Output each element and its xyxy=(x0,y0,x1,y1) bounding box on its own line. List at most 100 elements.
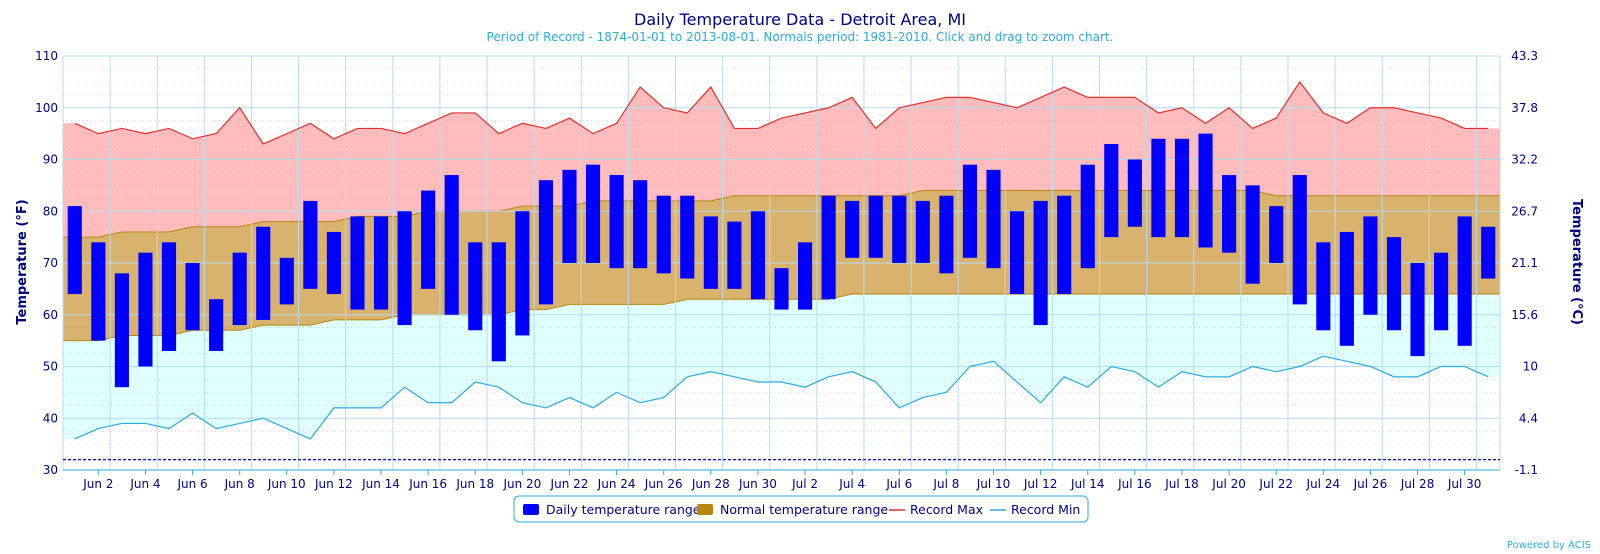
daily-range-bar[interactable] xyxy=(680,195,695,279)
daily-range-bar[interactable] xyxy=(1316,242,1331,331)
x-tick-label: Jul 12 xyxy=(1023,477,1058,491)
legend-item-daily-range[interactable]: Daily temperature range xyxy=(523,502,701,517)
daily-range-bar[interactable] xyxy=(421,190,436,289)
daily-range-bar[interactable] xyxy=(1481,226,1496,279)
daily-range-bar[interactable] xyxy=(232,252,247,326)
x-tick-label: Jun 24 xyxy=(597,477,636,491)
daily-range-bar[interactable] xyxy=(821,195,836,300)
daily-range-bar[interactable] xyxy=(750,211,766,300)
x-tick-label: Jun 28 xyxy=(691,477,730,491)
legend-item-record-max[interactable]: Record Max xyxy=(889,502,983,517)
daily-range-bar[interactable] xyxy=(892,195,907,263)
record-max-line[interactable] xyxy=(74,80,1489,145)
daily-range-bar[interactable] xyxy=(1457,216,1472,346)
daily-range-bar[interactable] xyxy=(633,180,648,269)
daily-range-bar[interactable] xyxy=(114,273,129,388)
y-tick-label-left: 30 xyxy=(43,463,58,477)
legend-record-max-label: Record Max xyxy=(910,502,983,517)
x-tick-label: Jun 16 xyxy=(408,477,447,491)
daily-range-bar[interactable] xyxy=(703,216,718,289)
x-tick-label: Jun 30 xyxy=(738,477,777,491)
chart-subtitle: Period of Record - 1874-01-01 to 2013-08… xyxy=(487,30,1114,44)
daily-range-bar[interactable] xyxy=(1198,133,1213,248)
daily-range-bar[interactable] xyxy=(1033,200,1048,326)
daily-range-bar[interactable] xyxy=(1269,206,1284,263)
x-tick-label: Jun 6 xyxy=(176,477,207,491)
daily-range-bar[interactable] xyxy=(727,221,742,289)
daily-range-bar[interactable] xyxy=(1104,143,1119,238)
daily-range-bar[interactable] xyxy=(91,242,106,341)
daily-range-bar[interactable] xyxy=(585,164,601,263)
y-tick-label-left: 100 xyxy=(35,101,58,115)
daily-range-bar[interactable] xyxy=(915,200,930,263)
daily-range-bar[interactable] xyxy=(962,164,978,258)
plot-area[interactable]: Jun 2 Jun 4 Jun 6 Jun 8 Jun 10 Jun 12 Jun 14 Ju… xyxy=(35,49,1538,491)
x-tick-label: Jun 18 xyxy=(455,477,494,491)
daily-range-bar[interactable] xyxy=(1339,231,1354,346)
daily-range-bar[interactable] xyxy=(303,200,318,289)
daily-range-bar[interactable] xyxy=(1057,195,1072,295)
y-tick-label-left: 80 xyxy=(43,204,58,218)
daily-range-bar[interactable] xyxy=(515,211,530,336)
daily-range-bar[interactable] xyxy=(468,242,483,331)
daily-range-bar[interactable] xyxy=(562,169,577,263)
daily-range-bar[interactable] xyxy=(209,299,224,351)
daily-range-bar[interactable] xyxy=(397,211,412,326)
chart-title: Daily Temperature Data - Detroit Area, M… xyxy=(634,10,966,29)
y-tick-label-left: 50 xyxy=(43,360,58,374)
y-axis-title-left: Temperature (°F) xyxy=(15,199,30,324)
daily-range-bar[interactable] xyxy=(1222,175,1237,253)
daily-range-bar[interactable] xyxy=(1151,138,1166,238)
daily-range-bar[interactable] xyxy=(656,195,671,274)
daily-range-bar[interactable] xyxy=(774,268,789,310)
daily-range-bar[interactable] xyxy=(350,216,365,310)
credit-link[interactable]: Powered by ACIS xyxy=(1507,540,1591,551)
daily-range-bar[interactable] xyxy=(185,263,200,331)
daily-range-bar[interactable] xyxy=(797,242,813,310)
daily-range-bar[interactable] xyxy=(373,216,389,310)
daily-range-bar[interactable] xyxy=(161,242,177,351)
daily-range-bar[interactable] xyxy=(939,195,954,274)
x-tick-label: Jul 20 xyxy=(1211,477,1246,491)
daily-range-bar[interactable] xyxy=(868,195,883,258)
daily-range-bar[interactable] xyxy=(279,257,294,305)
daily-range-bar[interactable] xyxy=(1434,252,1449,331)
daily-range-bar[interactable] xyxy=(326,231,341,295)
daily-range-bar[interactable] xyxy=(444,175,459,315)
x-tick-label: Jul 18 xyxy=(1164,477,1199,491)
daily-range-bar[interactable] xyxy=(1245,185,1260,284)
record-min-line[interactable] xyxy=(74,355,1489,440)
daily-range-bar[interactable] xyxy=(1080,164,1095,269)
daily-range-bar[interactable] xyxy=(67,206,82,295)
y-tick-label-right: 26.7 xyxy=(1511,204,1538,218)
legend-item-normal-range[interactable]: Normal temperature range xyxy=(697,502,888,517)
x-tick-label: Jun 22 xyxy=(550,477,589,491)
y-tick-label-right: 15.6 xyxy=(1511,308,1538,322)
x-tick-label: Jun 12 xyxy=(314,477,353,491)
y-tick-label-right: 10 xyxy=(1523,360,1538,374)
daily-range-bar[interactable] xyxy=(1010,211,1025,295)
legend: Daily temperature range Normal temperatu… xyxy=(513,495,1089,523)
legend-item-record-min[interactable]: Record Min xyxy=(990,502,1080,517)
daily-range-bar[interactable] xyxy=(1292,175,1307,305)
daily-range-bar[interactable] xyxy=(845,200,860,258)
daily-range-bar[interactable] xyxy=(491,242,506,362)
x-tick-label: Jun 10 xyxy=(267,477,306,491)
x-tick-label: Jul 28 xyxy=(1400,477,1435,491)
legend-daily-range-swatch xyxy=(523,504,539,515)
y-tick-label-left: 90 xyxy=(43,153,58,167)
y-tick-label-right: 21.1 xyxy=(1511,256,1538,270)
daily-range-bar[interactable] xyxy=(256,226,271,320)
daily-range-bar[interactable] xyxy=(1363,216,1378,315)
y-tick-label-left: 70 xyxy=(43,256,58,270)
daily-range-bar[interactable] xyxy=(1127,159,1142,227)
daily-range-bar[interactable] xyxy=(538,180,553,305)
daily-range-bar[interactable] xyxy=(609,175,624,269)
legend-border xyxy=(513,495,1089,523)
daily-range-bar[interactable] xyxy=(1386,237,1402,331)
daily-range-bar[interactable] xyxy=(138,252,153,367)
daily-range-bar[interactable] xyxy=(1410,263,1425,357)
daily-range-bar[interactable] xyxy=(986,169,1001,269)
daily-range-bar[interactable] xyxy=(1174,138,1190,238)
